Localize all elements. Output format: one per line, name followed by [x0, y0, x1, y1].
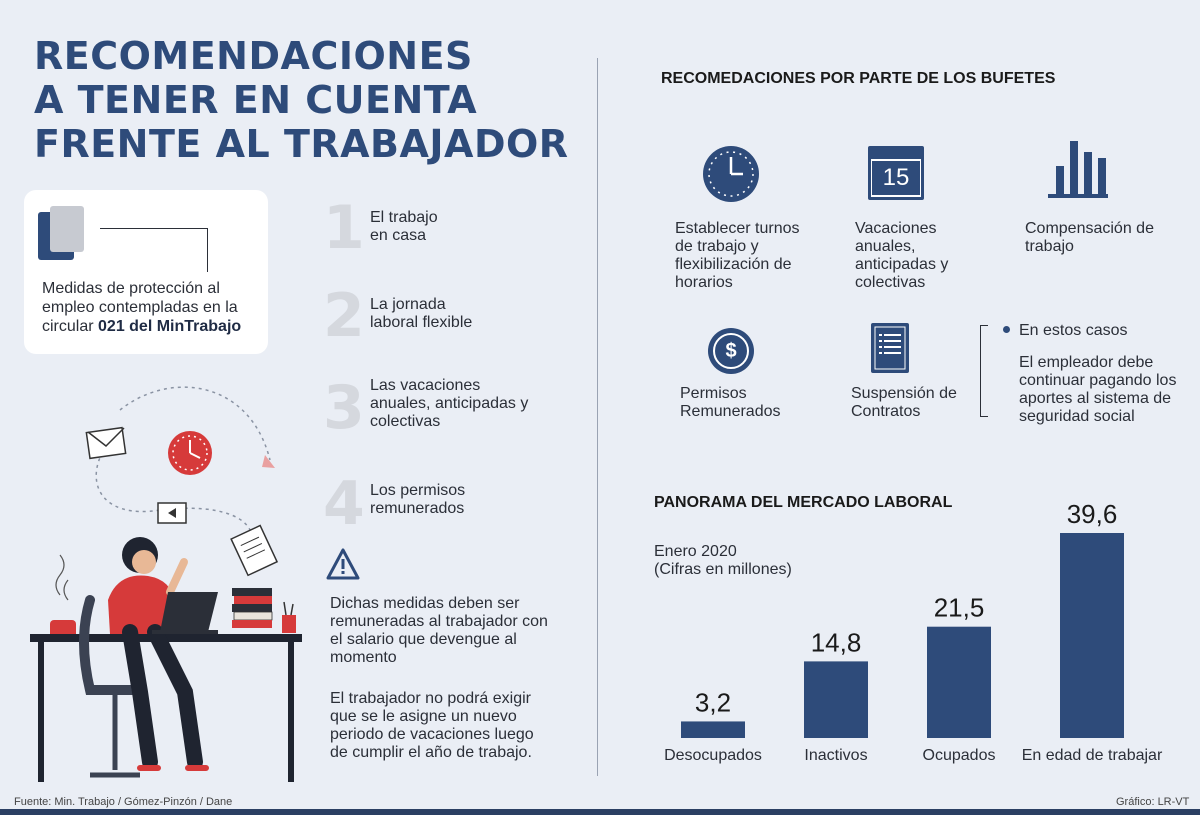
- bottom-bar: [0, 809, 1200, 815]
- calendar-day: 15: [872, 161, 920, 195]
- bullet-dot: [1003, 326, 1010, 333]
- title-line-2: A TENER EN CUENTA: [34, 78, 478, 122]
- graphic-credit: Gráfico: LR-VT: [1116, 796, 1190, 808]
- bar-chart-icon: [1048, 141, 1108, 198]
- title-line-3: FRENTE AL TRABAJADOR: [34, 122, 569, 166]
- chart-title: PANORAMA DEL MERCADO LABORAL: [654, 494, 953, 511]
- calendar-icon: 15: [868, 146, 924, 200]
- note-remuneradas: Dichas medidas deben ser remuneradas al …: [330, 595, 548, 666]
- item-label-1: El trabajo en casa: [370, 209, 438, 244]
- chart-subtitle: Enero 2020: [654, 543, 737, 560]
- item-number-3: 3: [323, 373, 365, 443]
- document-icon: [50, 206, 84, 252]
- rec-label-suspension: Suspensión de Contratos: [851, 385, 957, 420]
- item-number-1: 1: [323, 193, 365, 263]
- rec-label-turnos: Establecer turnos de trabajo y flexibili…: [675, 220, 800, 291]
- worker-illustration: [30, 386, 302, 782]
- clock-icon: [703, 146, 759, 202]
- dollar-icon: $: [708, 328, 754, 374]
- aside-bullet: En estos casos: [1019, 322, 1128, 339]
- note-vacaciones: El trabajador no podrá exigir que se le …: [330, 690, 534, 761]
- item-label-4: Los permisos remunerados: [370, 482, 466, 517]
- category-label: En edad de trabajar: [1022, 747, 1163, 764]
- source-note: Fuente: Min. Trabajo / Gómez-Pinzón / Da…: [14, 796, 233, 808]
- title-line-1: RECOMENDACIONES: [34, 34, 473, 78]
- column-divider: [597, 58, 598, 776]
- bar-ocupados: [927, 626, 991, 738]
- card-circular: 021 del MinTrabajo: [98, 318, 242, 335]
- card-text: Medidas de protección al empleo contempl…: [42, 279, 264, 336]
- rec-label-compensacion: Compensación de trabajo: [1025, 220, 1154, 255]
- aside-text: El empleador debe continuar pagando los …: [1019, 354, 1177, 425]
- coffee-cup-icon: [50, 620, 76, 638]
- category-label: Desocupados: [664, 747, 762, 764]
- rec-label-vacaciones: Vacaciones anuales, anticipadas y colect…: [855, 220, 949, 291]
- rec-label-permisos: Permisos Remunerados: [680, 385, 781, 420]
- card-description: Medidas de protección al empleo contempl…: [42, 280, 238, 335]
- labor-market-chart: 3,2 Desocupados 14,8 Inactivos 21,5 Ocupados 3…: [664, 499, 1163, 764]
- contract-icon: [871, 323, 909, 373]
- paper-icon: [230, 524, 279, 577]
- leader-line: [100, 228, 208, 272]
- value-label: 21,5: [934, 593, 985, 623]
- wall-clock-icon: [168, 431, 212, 475]
- item-number-4: 4: [323, 469, 365, 539]
- category-label: Inactivos: [804, 747, 867, 764]
- value-label: 39,6: [1067, 499, 1118, 529]
- page-title: RECOMENDACIONES A TENER EN CUENTA FRENTE…: [34, 34, 594, 166]
- bracket: [980, 325, 988, 417]
- item-label-3: Las vacaciones anuales, anticipadas y co…: [370, 377, 529, 430]
- warning-icon: [326, 548, 360, 580]
- value-label: 14,8: [811, 627, 862, 657]
- envelope-icon: [85, 426, 127, 460]
- value-label: 3,2: [695, 687, 731, 717]
- bar-en-edad-de-trabajar: [1060, 533, 1124, 738]
- item-label-2: La jornada laboral flexible: [370, 296, 473, 331]
- category-label: Ocupados: [923, 747, 996, 764]
- bar-inactivos: [804, 661, 868, 738]
- dollar-sign: $: [713, 333, 749, 369]
- bar-desocupados: [681, 721, 745, 738]
- chart-unit-note: (Cifras en millones): [654, 561, 792, 578]
- item-number-2: 2: [323, 281, 365, 351]
- recommendations-title: RECOMEDACIONES POR PARTE DE LOS BUFETES: [661, 70, 1056, 87]
